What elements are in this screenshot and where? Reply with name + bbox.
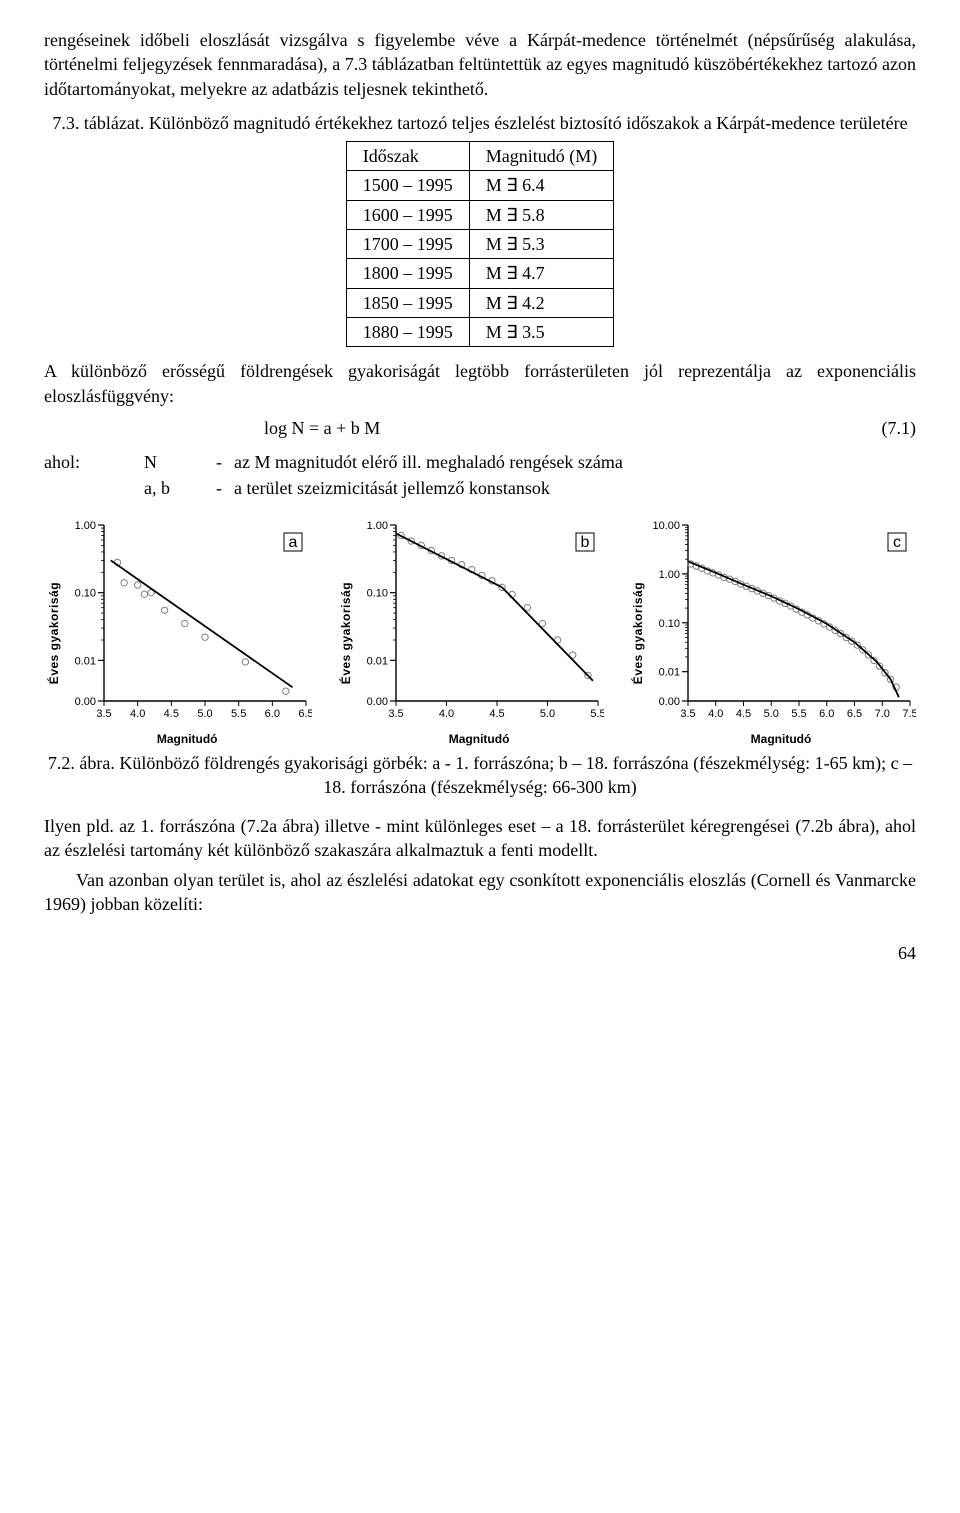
magnitude-table: Időszak Magnitudó (M) 1500 – 1995M ∃ 6.4… [346,141,615,347]
svg-text:1.00: 1.00 [75,520,96,532]
table-row: 1500 – 1995M ∃ 6.4 [346,171,614,200]
where-desc: az M magnitudót elérő ill. meghaladó ren… [234,450,916,474]
svg-text:0.10: 0.10 [75,587,96,599]
y-axis-label: Éves gyakoriság [336,519,354,747]
svg-text:4.0: 4.0 [708,708,723,720]
svg-text:5.0: 5.0 [198,708,213,720]
svg-text:4.0: 4.0 [130,708,145,720]
svg-text:1.00: 1.00 [367,520,388,532]
svg-text:5.5: 5.5 [791,708,806,720]
equation-text: log N = a + b M [264,416,836,440]
table-caption: 7.3. táblázat. Különböző magnitudó érték… [44,111,916,135]
y-axis-label: Éves gyakoriság [628,519,646,747]
svg-text:3.5: 3.5 [97,708,112,720]
equation-row: log N = a + b M (7.1) [44,416,916,440]
svg-text:a: a [289,534,298,551]
exponential-paragraph: A különböző erősségű földrengések gyakor… [44,359,916,408]
svg-text:5.5: 5.5 [231,708,246,720]
where-lead: ahol: [44,450,144,474]
svg-text:6.0: 6.0 [265,708,280,720]
intro-paragraph: rengéseinek időbeli eloszlását vizsgálva… [44,28,916,101]
table-row: 1880 – 1995M ∃ 3.5 [346,317,614,346]
x-axis-label: Magnitudó [449,731,510,747]
closing-paragraph-1: Ilyen pld. az 1. forrászóna (7.2a ábra) … [44,814,916,863]
svg-text:6.0: 6.0 [819,708,834,720]
svg-text:5.5: 5.5 [590,708,604,720]
svg-text:0.10: 0.10 [659,618,680,630]
where-row: a, b - a terület szeizmicitását jellemző… [44,476,916,500]
table-row: 1800 – 1995M ∃ 4.7 [346,259,614,288]
svg-text:1.00: 1.00 [659,569,680,581]
equation-number: (7.1) [836,416,916,440]
chart-c-svg: 3.5 4.0 4.5 5.0 5.5 6.0 6.5 7.0 7.5 10.00 1.00 0.10… [646,519,916,729]
svg-text:0.00: 0.00 [75,696,96,708]
chart-b: Éves gyakoriság 3.5 4.0 4.5 5.0 5.5 1.00 0.10 0… [336,519,618,747]
svg-text:4.5: 4.5 [164,708,179,720]
svg-text:6.5: 6.5 [299,708,313,720]
chart-a-svg: 3.5 4.0 4.5 5.0 5.5 6.0 6.5 1.00 0.10 0.01 0.00 a [62,519,312,729]
svg-text:7.0: 7.0 [875,708,890,720]
svg-text:4.5: 4.5 [489,708,504,720]
where-desc: a terület szeizmicitását jellemző konsta… [234,476,916,500]
svg-text:3.5: 3.5 [388,708,403,720]
svg-text:c: c [893,534,901,551]
x-axis-label: Magnitudó [751,731,812,747]
where-symbol: N [144,450,204,474]
svg-text:0.01: 0.01 [75,655,96,667]
svg-text:5.0: 5.0 [540,708,555,720]
svg-text:4.0: 4.0 [439,708,454,720]
closing-paragraph-2: Van azonban olyan terület is, ahol az és… [44,868,916,917]
table-row: 1600 – 1995M ∃ 5.8 [346,200,614,229]
table-row: 1850 – 1995M ∃ 4.2 [346,288,614,317]
svg-text:10.00: 10.00 [652,520,680,532]
figure-caption: 7.2. ábra. Különböző földrengés gyakoris… [44,751,916,800]
table-header-magnitude: Magnitudó (M) [469,142,614,171]
svg-text:4.5: 4.5 [736,708,751,720]
svg-text:0.01: 0.01 [367,655,388,667]
chart-c: Éves gyakoriság 3.5 4.0 4.5 5.0 5.5 6.0 6.5 7.0… [628,519,916,747]
svg-text:0.00: 0.00 [367,696,388,708]
x-axis-label: Magnitudó [157,731,218,747]
svg-text:3.5: 3.5 [680,708,695,720]
svg-text:6.5: 6.5 [847,708,862,720]
svg-text:0.10: 0.10 [367,587,388,599]
charts-row: Éves gyakoriság 3.5 4.0 4.5 5.0 5.5 6.0 6.5 1.0… [44,519,916,747]
page-number: 64 [44,941,916,965]
table-row: 1700 – 1995M ∃ 5.3 [346,230,614,259]
svg-text:7.5: 7.5 [902,708,916,720]
where-dash: - [204,476,234,500]
svg-text:0.01: 0.01 [659,666,680,678]
table-header-period: Időszak [346,142,469,171]
chart-a: Éves gyakoriság 3.5 4.0 4.5 5.0 5.5 6.0 6.5 1.0… [44,519,326,747]
y-axis-label: Éves gyakoriság [44,519,62,747]
svg-text:5.0: 5.0 [764,708,779,720]
svg-text:0.00: 0.00 [659,696,680,708]
where-symbol: a, b [144,476,204,500]
chart-b-svg: 3.5 4.0 4.5 5.0 5.5 1.00 0.10 0.01 0.00 b [354,519,604,729]
where-dash: - [204,450,234,474]
svg-text:b: b [581,534,590,551]
where-row: ahol: N - az M magnitudót elérő ill. meg… [44,450,916,474]
